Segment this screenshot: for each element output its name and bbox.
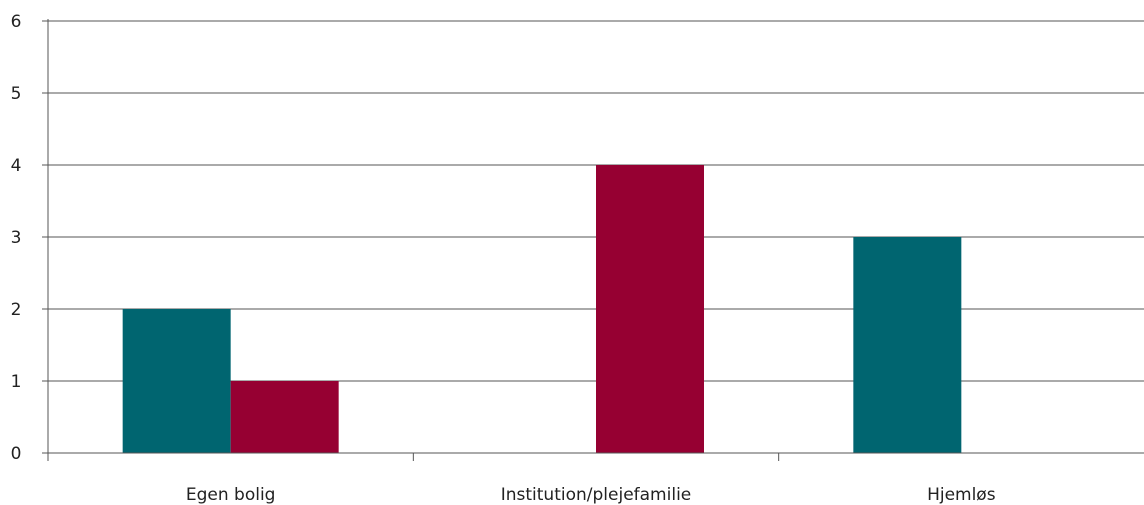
y-tick-label: 1 — [11, 372, 22, 392]
y-tick-labels: 0 1 2 3 4 5 6 — [11, 12, 22, 464]
y-tick-label: 4 — [11, 156, 22, 176]
bar — [596, 165, 704, 453]
bar — [853, 237, 962, 453]
x-tick-label: Institution/plejefamilie — [501, 485, 692, 505]
y-tick-label: 3 — [11, 228, 22, 248]
x-tick-label: Egen bolig — [186, 485, 276, 505]
bars — [122, 165, 962, 453]
bar — [230, 381, 339, 453]
y-tick-label: 6 — [11, 12, 22, 32]
bar — [122, 309, 231, 453]
y-tick-label: 2 — [11, 300, 22, 320]
x-tick-labels: Egen bolig Institution/plejefamilie Hjemlø… — [186, 485, 996, 505]
y-tick-label: 5 — [11, 84, 22, 104]
x-tick-label: Hjemløs — [927, 485, 996, 505]
axes — [42, 19, 1144, 461]
y-tick-label: 0 — [11, 444, 22, 464]
